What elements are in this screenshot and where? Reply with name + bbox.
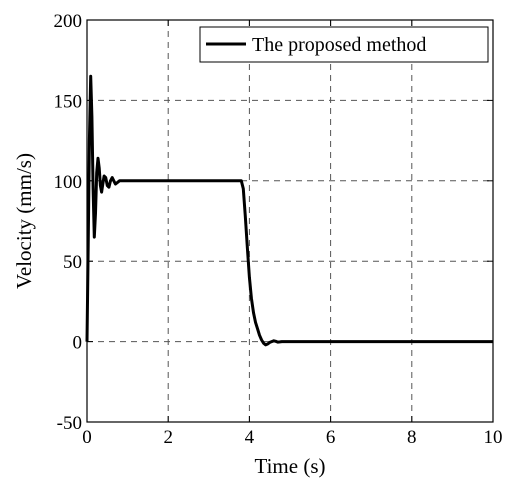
grid-lines: [87, 20, 493, 422]
x-tick-labels: 0 2 4 6 8 10: [82, 427, 502, 448]
y-tick-label: 200: [54, 11, 83, 32]
legend-box: [199, 26, 489, 63]
y-tick-label: -50: [57, 413, 82, 434]
y-axis-title: Velocity (mm/s): [12, 153, 36, 289]
x-axis-title: Time (s): [255, 454, 326, 478]
legend-label: The proposed method: [252, 34, 426, 56]
y-tick-label: 100: [54, 172, 83, 193]
tick-marks: [86, 19, 494, 423]
x-tick-label: 2: [163, 427, 173, 448]
x-tick-label: 4: [245, 427, 255, 448]
legend: The proposed method: [199, 26, 489, 63]
plot-area: [86, 19, 494, 423]
y-tick-labels: -50 0 50 100 150 200: [54, 11, 83, 434]
x-tick-label: 8: [407, 427, 417, 448]
series-line: [85, 74, 493, 347]
y-tick-label: 150: [54, 91, 83, 112]
x-tick-label: 6: [326, 427, 336, 448]
y-tick-label: 50: [63, 252, 82, 273]
x-tick-label: 0: [82, 427, 92, 448]
y-tick-label: 0: [73, 333, 83, 354]
x-tick-label: 10: [484, 427, 503, 448]
series-group: [85, 74, 493, 347]
